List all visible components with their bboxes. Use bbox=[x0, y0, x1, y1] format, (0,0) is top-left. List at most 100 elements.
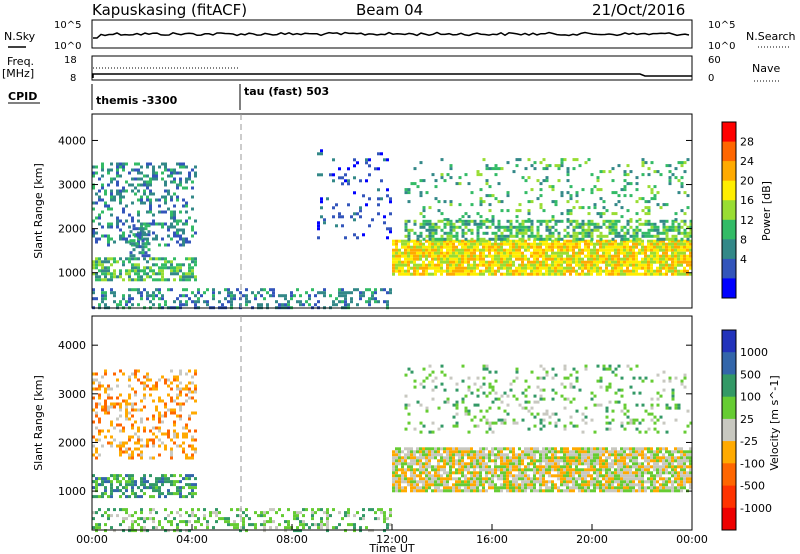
velocity-cell bbox=[293, 517, 296, 521]
power-cell bbox=[128, 275, 131, 279]
velocity-cell bbox=[455, 382, 459, 386]
velocity-cell bbox=[491, 447, 494, 451]
power-cell bbox=[593, 185, 597, 189]
velocity-cell bbox=[185, 477, 188, 481]
velocity-cell bbox=[380, 508, 383, 512]
velocity-cell bbox=[398, 450, 401, 454]
velocity-cell bbox=[335, 526, 338, 530]
velocity-cell bbox=[509, 468, 512, 472]
power-cell bbox=[554, 260, 557, 264]
velocity-cell bbox=[542, 376, 546, 380]
velocity-cell bbox=[686, 465, 689, 469]
power-cell bbox=[635, 272, 638, 276]
velocity-cell bbox=[170, 396, 173, 400]
power-cell bbox=[188, 272, 191, 276]
power-cell bbox=[152, 237, 155, 241]
power-cell bbox=[638, 242, 641, 246]
power-cell bbox=[647, 212, 651, 216]
velocity-cell bbox=[104, 390, 107, 394]
velocity-cell bbox=[128, 480, 131, 484]
velocity-cell bbox=[194, 486, 197, 490]
power-cell bbox=[131, 168, 134, 172]
power-cell bbox=[398, 239, 401, 243]
velocity-cell bbox=[548, 468, 551, 472]
power-cell bbox=[647, 206, 651, 210]
power-cell bbox=[407, 234, 411, 238]
velocity-cell bbox=[398, 480, 401, 484]
power-cell bbox=[170, 288, 173, 292]
power-cell bbox=[467, 251, 470, 255]
power-cell bbox=[497, 182, 501, 186]
velocity-cell bbox=[122, 508, 125, 512]
power-cell bbox=[140, 165, 143, 169]
power-cell bbox=[167, 192, 170, 196]
power-cell bbox=[440, 266, 443, 270]
power-cell bbox=[185, 177, 188, 181]
power-cell bbox=[656, 239, 659, 243]
velocity-cell bbox=[98, 387, 101, 391]
velocity-cell bbox=[107, 405, 110, 409]
velocity-cell bbox=[125, 511, 128, 515]
power-cell bbox=[656, 269, 659, 273]
velocity-cell bbox=[437, 462, 440, 466]
power-cell bbox=[554, 200, 558, 204]
power-cell bbox=[446, 266, 449, 270]
power-cell bbox=[176, 171, 179, 175]
power-cell bbox=[647, 266, 650, 270]
power-cell bbox=[131, 183, 134, 187]
velocity-cell bbox=[104, 486, 107, 490]
power-cell bbox=[575, 260, 578, 264]
velocity-cell bbox=[125, 474, 128, 478]
velocity-cell bbox=[443, 468, 446, 472]
power-cell bbox=[626, 219, 630, 223]
velocity-cell bbox=[569, 459, 572, 463]
velocity-cell bbox=[539, 456, 542, 460]
power-cell bbox=[167, 234, 170, 238]
velocity-cell bbox=[395, 486, 398, 490]
power-cell bbox=[581, 266, 584, 270]
velocity-cell bbox=[515, 376, 519, 380]
velocity-cell bbox=[152, 526, 155, 530]
velocity-cell bbox=[470, 477, 473, 481]
power-cell bbox=[590, 263, 593, 267]
power-cell bbox=[545, 219, 549, 223]
power-cell bbox=[533, 257, 536, 261]
power-cell bbox=[626, 231, 630, 235]
power-cell bbox=[383, 158, 386, 162]
velocity-cell bbox=[623, 459, 626, 463]
power-cell bbox=[671, 272, 674, 276]
power-cell bbox=[674, 176, 678, 180]
power-cell bbox=[626, 269, 629, 273]
power-cell bbox=[137, 266, 140, 270]
power-cell bbox=[359, 206, 362, 210]
velocity-cell bbox=[515, 462, 518, 466]
power-cell bbox=[138, 233, 142, 237]
velocity-cell bbox=[191, 444, 194, 448]
power-cell bbox=[635, 251, 638, 255]
power-cell bbox=[410, 245, 413, 249]
velocity-cell bbox=[194, 387, 197, 391]
velocity-cell bbox=[476, 465, 479, 469]
power-cell bbox=[611, 228, 615, 232]
power-cell bbox=[521, 234, 525, 238]
power-cell bbox=[135, 242, 139, 246]
power-cell bbox=[143, 192, 146, 196]
power-cell bbox=[479, 260, 482, 264]
velocity-cell bbox=[137, 453, 140, 457]
power-cell bbox=[422, 248, 425, 252]
power-cell bbox=[422, 237, 426, 241]
power-cell bbox=[470, 203, 474, 207]
power-cell bbox=[449, 200, 453, 204]
velocity-cell bbox=[155, 477, 158, 481]
power-cell bbox=[380, 288, 383, 292]
velocity-cell bbox=[179, 514, 182, 518]
power-cell bbox=[137, 269, 140, 273]
power-cell bbox=[386, 188, 389, 192]
velocity-cell bbox=[101, 429, 104, 433]
power-cell bbox=[392, 248, 395, 252]
beam-title: Beam 04 bbox=[356, 1, 423, 19]
velocity-cell bbox=[605, 489, 608, 493]
velocity-cell bbox=[587, 450, 590, 454]
power-cell bbox=[557, 251, 560, 255]
power-cell bbox=[551, 215, 555, 219]
